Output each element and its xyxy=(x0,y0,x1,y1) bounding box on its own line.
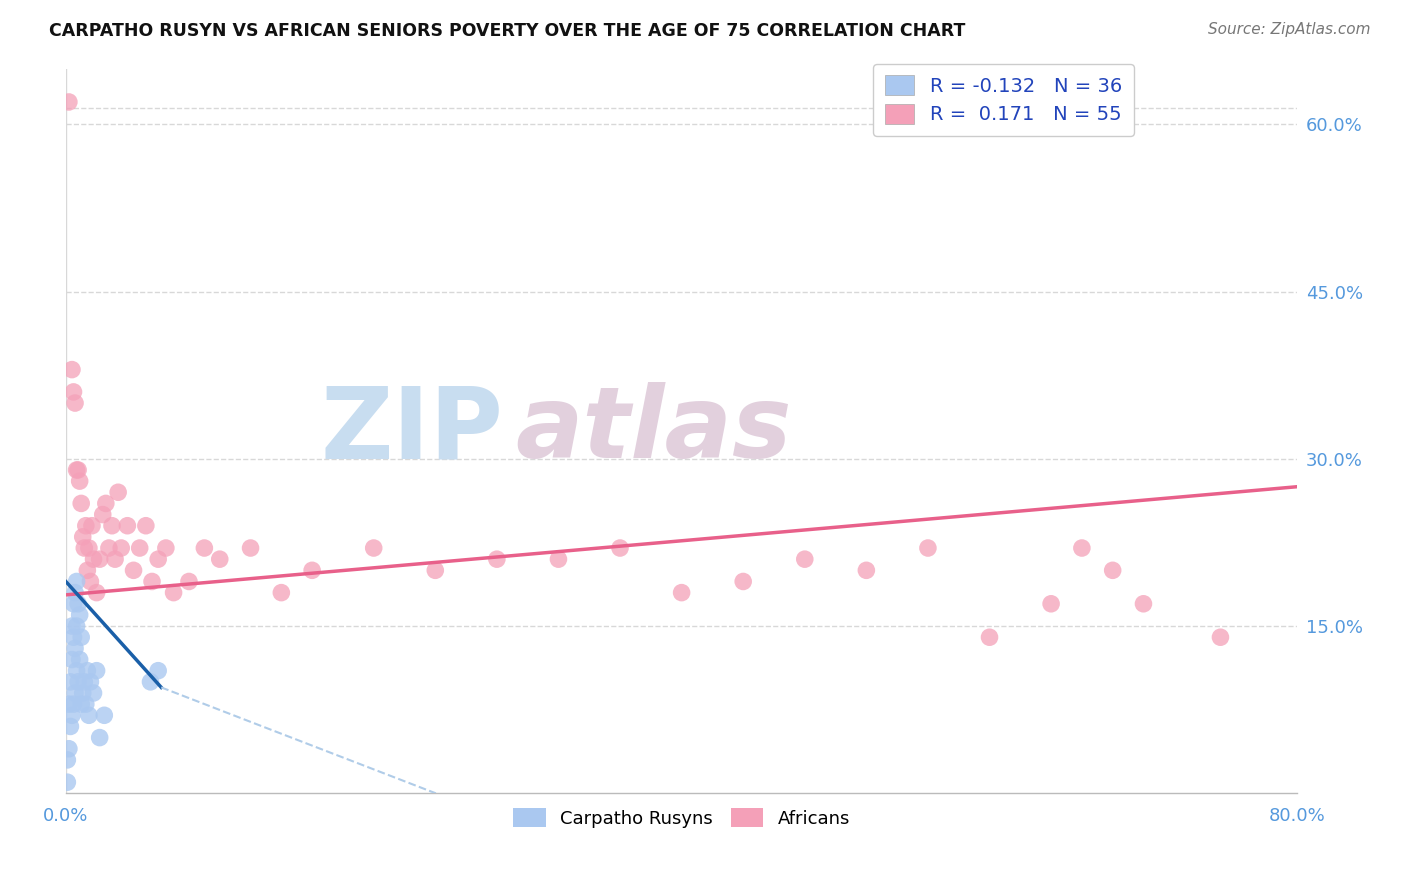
Point xyxy=(94,496,117,510)
Point xyxy=(60,652,83,666)
Point xyxy=(65,664,87,678)
Point xyxy=(97,541,120,555)
Point xyxy=(148,664,170,678)
Point xyxy=(301,563,323,577)
Point xyxy=(141,574,163,589)
Point xyxy=(76,664,98,678)
Point xyxy=(1070,541,1092,555)
Point xyxy=(117,518,139,533)
Point xyxy=(208,552,231,566)
Point xyxy=(110,541,132,555)
Point xyxy=(56,775,79,789)
Point xyxy=(93,708,115,723)
Point xyxy=(70,496,93,510)
Point xyxy=(69,607,91,622)
Point xyxy=(63,396,86,410)
Point xyxy=(83,686,105,700)
Point xyxy=(67,674,90,689)
Point xyxy=(60,708,83,723)
Point xyxy=(917,541,939,555)
Point xyxy=(86,664,108,678)
Point xyxy=(75,518,97,533)
Point xyxy=(193,541,215,555)
Point xyxy=(107,485,129,500)
Point xyxy=(59,674,82,689)
Point xyxy=(77,541,100,555)
Point xyxy=(485,552,508,566)
Point xyxy=(89,552,111,566)
Point xyxy=(72,686,94,700)
Point xyxy=(177,574,200,589)
Text: CARPATHO RUSYN VS AFRICAN SENIORS POVERTY OVER THE AGE OF 75 CORRELATION CHART: CARPATHO RUSYN VS AFRICAN SENIORS POVERT… xyxy=(49,22,966,40)
Point xyxy=(155,541,177,555)
Point xyxy=(79,674,101,689)
Point xyxy=(425,563,447,577)
Point xyxy=(148,552,170,566)
Point xyxy=(62,597,84,611)
Point xyxy=(73,674,96,689)
Point xyxy=(270,585,292,599)
Point xyxy=(67,463,90,477)
Legend: Carpatho Rusyns, Africans: Carpatho Rusyns, Africans xyxy=(506,801,858,835)
Point xyxy=(63,641,86,656)
Point xyxy=(1040,597,1063,611)
Point xyxy=(56,753,79,767)
Point xyxy=(89,731,111,745)
Point xyxy=(63,585,86,599)
Point xyxy=(73,541,96,555)
Point xyxy=(58,95,80,109)
Point xyxy=(63,686,86,700)
Point xyxy=(76,563,98,577)
Point xyxy=(128,541,150,555)
Point xyxy=(135,518,157,533)
Point xyxy=(101,518,124,533)
Point xyxy=(239,541,262,555)
Point xyxy=(65,619,87,633)
Point xyxy=(67,597,90,611)
Point xyxy=(855,563,877,577)
Point xyxy=(122,563,145,577)
Point xyxy=(979,630,1001,644)
Point xyxy=(547,552,569,566)
Point xyxy=(69,474,91,488)
Point xyxy=(60,362,83,376)
Point xyxy=(62,697,84,711)
Point xyxy=(62,630,84,644)
Point xyxy=(72,530,94,544)
Point xyxy=(70,630,93,644)
Point xyxy=(77,708,100,723)
Point xyxy=(62,384,84,399)
Point xyxy=(69,652,91,666)
Point xyxy=(162,585,184,599)
Text: Source: ZipAtlas.com: Source: ZipAtlas.com xyxy=(1208,22,1371,37)
Point xyxy=(80,518,103,533)
Point xyxy=(70,697,93,711)
Point xyxy=(363,541,385,555)
Point xyxy=(104,552,127,566)
Point xyxy=(139,674,162,689)
Point xyxy=(65,463,87,477)
Point xyxy=(671,585,693,599)
Point xyxy=(86,585,108,599)
Point xyxy=(60,619,83,633)
Point xyxy=(79,574,101,589)
Point xyxy=(58,741,80,756)
Point xyxy=(733,574,755,589)
Point xyxy=(59,719,82,733)
Point xyxy=(609,541,631,555)
Point xyxy=(65,574,87,589)
Point xyxy=(83,552,105,566)
Point xyxy=(1132,597,1154,611)
Text: atlas: atlas xyxy=(516,383,792,479)
Point xyxy=(75,697,97,711)
Point xyxy=(793,552,815,566)
Text: ZIP: ZIP xyxy=(321,383,503,479)
Point xyxy=(58,697,80,711)
Point xyxy=(1101,563,1123,577)
Point xyxy=(1209,630,1232,644)
Point xyxy=(91,508,114,522)
